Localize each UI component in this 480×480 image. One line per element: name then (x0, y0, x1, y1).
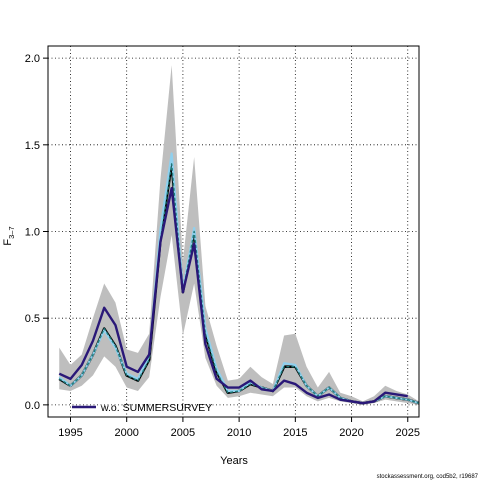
watermark: stockassessment.org, cod5b2, r19687 (377, 474, 479, 480)
x-tick-label-2010: 2010 (227, 427, 251, 439)
y-axis-title-main: F (2, 239, 14, 246)
x-tick-label-2005: 2005 (171, 427, 195, 439)
x-tick-label-2000: 2000 (114, 427, 138, 439)
x-tick-label-2025: 2025 (396, 427, 420, 439)
y-tick-label-1: 1.0 (25, 227, 40, 239)
confidence-band (59, 65, 420, 405)
legend: w.o. SUMMERSURVEY (72, 402, 212, 414)
y-tick-label-1.5: 1.5 (25, 140, 40, 152)
y-tick-label-0: 0.0 (25, 400, 40, 412)
svg-text:F3–7: F3–7 (2, 226, 16, 245)
x-tick-label-2015: 2015 (283, 427, 307, 439)
confidence-band-area (59, 65, 420, 405)
y-tick-label-2: 2.0 (25, 53, 40, 65)
x-axis-title: Years (220, 455, 248, 467)
y-tick-label-0.5: 0.5 (25, 313, 40, 325)
y-axis-title-sub: 3–7 (7, 226, 16, 239)
y-axis: 0.0 0.5 1.0 1.5 2.0 (25, 53, 48, 412)
y-axis-title: F3–7 (2, 226, 16, 245)
x-axis: 1995 2000 2005 2010 2015 2020 2025 (58, 417, 420, 439)
x-tick-label-1995: 1995 (58, 427, 82, 439)
alt-series-line (58, 186, 408, 405)
grid (48, 46, 419, 417)
legend-label: w.o. SUMMERSURVEY (100, 402, 212, 414)
x-tick-label-2020: 2020 (339, 427, 363, 439)
series-lines (58, 152, 420, 405)
